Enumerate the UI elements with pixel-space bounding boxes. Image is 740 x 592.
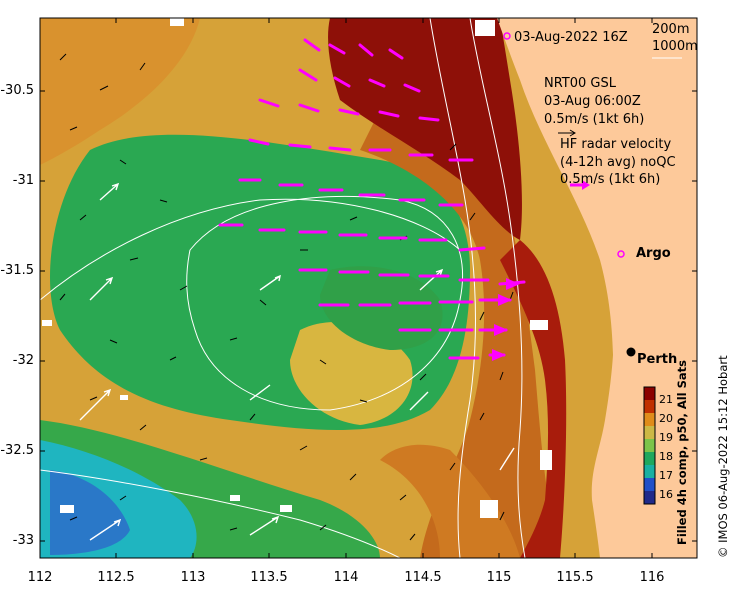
radar-scale: 0.5m/s (1kt 6h) <box>560 172 661 187</box>
lat-tick: -32 <box>12 353 34 368</box>
colorbar-segment <box>644 413 655 427</box>
argo-label: Argo <box>636 246 671 261</box>
colorbar-tick: 19 <box>659 431 673 444</box>
lon-tick: 116 <box>639 570 665 585</box>
colorbar-tick: 17 <box>659 469 673 482</box>
model-time: 03-Aug 06:00Z <box>544 94 641 109</box>
lon-tick: 112 <box>27 570 53 585</box>
lon-tick: 114.5 <box>404 570 442 585</box>
tick-marks <box>39 18 697 558</box>
colorbar-tick: 16 <box>659 488 673 501</box>
perth-label: Perth <box>637 352 678 367</box>
hf-radar-arrowheads <box>492 278 520 361</box>
date-marker <box>503 32 511 40</box>
lon-tick: 113 <box>180 570 206 585</box>
colorbar-segment <box>644 400 655 414</box>
colorbar-segment <box>644 387 655 401</box>
lon-tick: 115.5 <box>556 570 594 585</box>
model-scale-arrow <box>558 129 576 137</box>
colorbar-tick: 21 <box>659 393 673 406</box>
lat-tick: -33 <box>12 533 34 548</box>
model-scale: 0.5m/s (1kt 6h) <box>544 112 645 127</box>
contour-1000m <box>429 18 476 558</box>
radar-scale-arrowhead <box>582 180 590 190</box>
contour-offshore-2 <box>40 469 401 558</box>
colorbar-segment <box>644 478 655 492</box>
colorbar-segment <box>644 426 655 440</box>
contour-offshore-1 <box>40 198 461 301</box>
model-name: NRT00 GSL <box>544 76 616 91</box>
colorbar-segment <box>644 491 655 505</box>
hf-radar-arrows <box>218 38 526 360</box>
map-date: 03-Aug-2022 16Z <box>514 30 628 45</box>
colorbar-segment <box>644 439 655 453</box>
radar-subtitle: (4-12h avg) noQC <box>560 155 676 170</box>
bathymetry-contours <box>40 18 526 558</box>
perth-marker <box>626 347 636 357</box>
colorbar-tick: 20 <box>659 412 673 425</box>
radar-title: HF radar velocity <box>560 137 672 152</box>
legend-arrows <box>558 57 682 190</box>
colorbar-title: Filled 4h comp, p50, All Sats <box>675 360 689 545</box>
lon-tick: 112.5 <box>97 570 135 585</box>
lat-tick: -30.5 <box>0 83 34 98</box>
northwest-orange <box>40 18 200 165</box>
colorbar-segment <box>644 452 655 466</box>
contour-offshore-3 <box>186 196 463 411</box>
coastal-red-strip <box>500 240 567 558</box>
argo-marker <box>617 250 625 258</box>
lat-tick: -32.5 <box>0 443 34 458</box>
colorbar-tick: 18 <box>659 450 673 463</box>
lat-tick: -31.5 <box>0 263 34 278</box>
colorbar-segment <box>644 465 655 479</box>
lon-tick: 115 <box>486 570 512 585</box>
south-orange <box>380 444 520 558</box>
leeuwin-current-core <box>328 18 522 240</box>
white-streamlines <box>79 182 515 541</box>
lon-tick: 113.5 <box>250 570 288 585</box>
no-data-specks <box>42 18 552 518</box>
contour-200m <box>469 18 526 558</box>
lat-tick: -31 <box>12 173 34 188</box>
colorbar <box>644 387 655 505</box>
credit: © IMOS 06-Aug-2022 15:12 Hobart <box>716 355 730 558</box>
colorbar-frame <box>643 386 656 505</box>
plot-frame <box>39 17 698 559</box>
lon-tick: 114 <box>333 570 359 585</box>
blue-core <box>50 470 130 555</box>
contour-legend-200m: 200m <box>652 22 690 37</box>
contour-legend-1000m: 1000m <box>652 39 698 54</box>
